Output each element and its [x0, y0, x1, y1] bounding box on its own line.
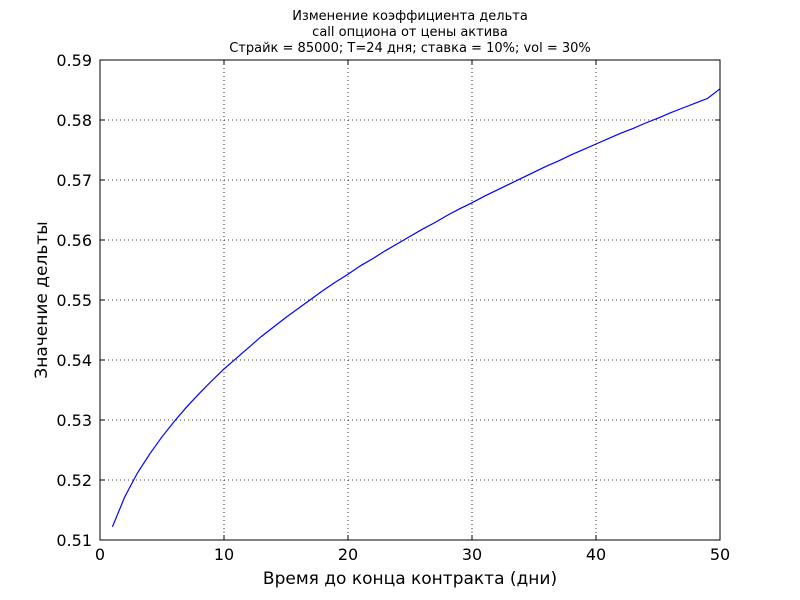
x-tick-label: 0 [95, 545, 105, 564]
axis-ticks: 0 10 20 30 40 50 0.51 0.52 0.53 0.54 0.55 0.56 0.57 0… [56, 51, 730, 564]
y-axis-label: Значение дельты [32, 221, 52, 378]
y-tick-label: 0.53 [56, 411, 92, 430]
y-tick-label: 0.52 [56, 471, 92, 490]
series-line [111, 88, 721, 528]
x-tick-label: 10 [214, 545, 234, 564]
x-tick-label: 20 [338, 545, 358, 564]
x-tick-label: 30 [462, 545, 482, 564]
x-tick-label: 40 [586, 545, 606, 564]
y-tick-label: 0.58 [56, 111, 92, 130]
y-tick-label: 0.56 [56, 231, 92, 250]
chart-title-line-3: Страйк = 85000; T=24 дня; ставка = 10%; … [229, 41, 591, 56]
x-axis-label: Время до конца контракта (дни) [263, 569, 557, 589]
y-tick-label: 0.59 [56, 51, 92, 70]
chart-title-line-2: call опциона от цены актива [312, 25, 508, 40]
y-tick-label: 0.51 [56, 531, 92, 550]
chart-title-line-1: Изменение коэффициента дельта [292, 9, 528, 24]
grid-lines [100, 60, 720, 540]
chart-title: Изменение коэффициента дельта call опцио… [229, 9, 591, 56]
y-tick-label: 0.54 [56, 351, 92, 370]
x-tick-label: 50 [710, 545, 730, 564]
y-tick-label: 0.55 [56, 291, 92, 310]
series-group [111, 88, 721, 528]
y-tick-label: 0.57 [56, 171, 92, 190]
